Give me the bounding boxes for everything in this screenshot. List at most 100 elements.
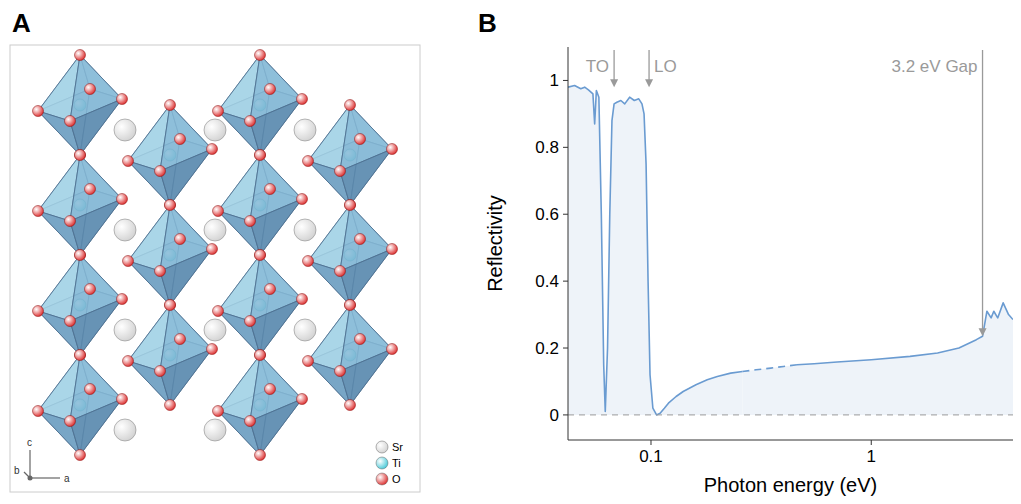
octahedron (213, 150, 308, 261)
o-atom (245, 116, 256, 127)
sr-atom (204, 419, 226, 441)
area-fill (568, 85, 742, 414)
y-tick (563, 214, 568, 215)
o-atom (155, 166, 166, 177)
octahedron-face (160, 149, 212, 205)
y-tick (563, 80, 568, 81)
x-axis-title: Photon energy (eV) (704, 474, 877, 496)
y-tick-label: 1 (550, 71, 559, 90)
o-atom (85, 84, 96, 95)
y-tick (563, 348, 568, 349)
octahedron-face (250, 199, 302, 255)
octahedron (213, 350, 308, 461)
annotation-label: 3.2 eV Gap (892, 57, 978, 76)
octahedron (303, 300, 398, 411)
o-atom (117, 94, 128, 105)
o-atom (155, 366, 166, 377)
annotation-label: TO (586, 57, 609, 76)
o-atom (245, 416, 256, 427)
o-atom (33, 206, 44, 217)
o-atom (33, 306, 44, 317)
o-atom (85, 384, 96, 395)
sr-atom (114, 219, 136, 241)
o-atom (213, 306, 224, 317)
legend-label: Ti (392, 457, 401, 469)
series-line (742, 365, 797, 372)
y-tick-label: 0.8 (535, 138, 559, 157)
y-axis-line (568, 47, 569, 440)
o-atom (65, 116, 76, 127)
legend-label: O (392, 473, 401, 485)
area-fill (797, 303, 1013, 415)
sr-atom (114, 419, 136, 441)
x-tick (871, 440, 872, 445)
panel-frame (10, 45, 420, 492)
y-tick (563, 147, 568, 148)
o-atom (335, 266, 346, 277)
annotation-arrow (982, 50, 983, 329)
o-atom (213, 206, 224, 217)
octahedron-face (250, 99, 302, 155)
o-atom (75, 50, 86, 61)
annotation-label: LO (654, 57, 677, 76)
octahedron (123, 200, 218, 311)
annotation-arrowhead (645, 79, 653, 87)
o-atom (207, 144, 218, 155)
octahedron (303, 100, 398, 211)
o-atom (85, 284, 96, 295)
triad-axis (30, 477, 60, 478)
x-tick-label: 1 (867, 447, 876, 466)
panel-letter: A (12, 8, 31, 38)
axis-letter: a (64, 473, 70, 484)
o-atom (75, 150, 86, 161)
o-atom (165, 100, 176, 111)
legend-swatch (376, 473, 388, 485)
sr-atom (294, 219, 316, 241)
o-atom (245, 316, 256, 327)
o-atom (255, 150, 266, 161)
o-atom (165, 300, 176, 311)
o-atom (65, 416, 76, 427)
octahedron (123, 100, 218, 211)
o-atom (75, 250, 86, 261)
o-atom (297, 94, 308, 105)
o-atom (255, 350, 266, 361)
octahedron-face (70, 199, 122, 255)
y-tick (563, 281, 568, 282)
o-atom (33, 406, 44, 417)
triad-origin (28, 476, 33, 481)
o-atom (265, 384, 276, 395)
o-atom (165, 200, 176, 211)
o-atom (65, 216, 76, 227)
axis-letter: b (14, 465, 20, 476)
sr-atom (294, 319, 316, 341)
o-atom (255, 250, 266, 261)
annotation-arrowhead (610, 79, 618, 87)
panel-b: B00.20.40.60.810.11Photon energy (eV)Ref… (478, 8, 1013, 496)
sr-atom (294, 119, 316, 141)
legend-label: Sr (392, 441, 403, 453)
octahedron (33, 250, 128, 361)
panel-letter: B (478, 8, 497, 38)
o-atom (335, 366, 346, 377)
o-atom (255, 150, 266, 161)
o-atom (355, 234, 366, 245)
o-atom (387, 244, 398, 255)
o-atom (387, 344, 398, 355)
o-atom (207, 344, 218, 355)
annotation-arrow (613, 50, 614, 80)
octahedron-face (340, 349, 392, 405)
o-atom (335, 166, 346, 177)
annotation-arrowhead (979, 328, 987, 336)
octahedron-face (340, 249, 392, 305)
octahedron (123, 300, 218, 411)
o-atom (265, 84, 276, 95)
area-fill (742, 365, 797, 415)
o-atom (255, 450, 266, 461)
o-atom (265, 284, 276, 295)
octahedron-face (70, 399, 122, 455)
y-tick-label: 0.6 (535, 205, 559, 224)
octahedron-face (70, 299, 122, 355)
o-atom (265, 184, 276, 195)
o-atom (303, 256, 314, 267)
